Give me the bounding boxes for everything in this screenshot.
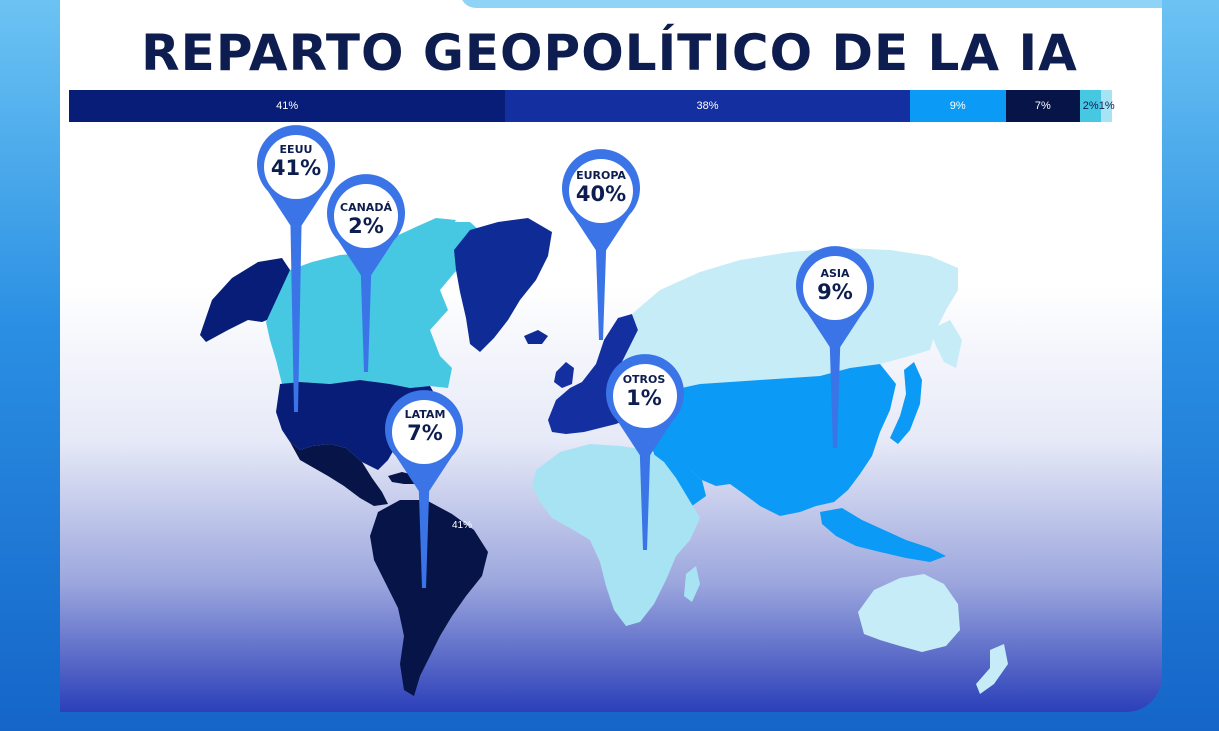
map-far-east (930, 320, 962, 368)
map-pin-eeuu (257, 125, 336, 412)
pin-inner-circle (613, 364, 677, 428)
pin-needle (639, 429, 651, 550)
page-title: REPARTO GEOPOLÍTICO DE LA IA (141, 24, 1078, 82)
pin-needle (290, 200, 302, 412)
stray-map-label: 41% (452, 520, 473, 531)
map-southeast-asia (820, 508, 946, 562)
pin-inner-circle (803, 256, 867, 320)
bar-segment-label: 41% (276, 100, 299, 112)
pin-value: 9% (817, 280, 853, 304)
pin-needle (829, 321, 841, 448)
pin-name: CANADÁ (340, 201, 392, 214)
bar-segment-6: 1% (1098, 90, 1115, 122)
bar-segment-label: 9% (949, 100, 966, 112)
pin-name: EUROPA (576, 169, 626, 182)
pin-label-latam: LATAM 7% (385, 408, 465, 446)
share-stacked-bar: 41% 38% 9% 7% 2% 1% (69, 90, 1115, 122)
map-pin-asia (795, 246, 874, 448)
pin-inner-circle (392, 400, 456, 464)
map-pin-canada (327, 174, 406, 372)
map-iceland (524, 330, 548, 344)
pin-label-europa: EUROPA 40% (561, 169, 641, 207)
map-africa (532, 444, 700, 626)
pin-name: OTROS (622, 373, 666, 386)
pin-needle (360, 249, 372, 372)
pin-label-otros: OTROS 1% (604, 373, 684, 411)
pin-value: 41% (270, 156, 322, 180)
map-new-zealand (976, 644, 1008, 694)
bar-segment-label: 38% (696, 100, 719, 112)
pin-name: EEUU (279, 143, 313, 156)
pin-value: 7% (407, 421, 443, 445)
map-alaska (200, 258, 290, 342)
bar-segment-label: 7% (1034, 100, 1051, 112)
pin-inner-circle (264, 135, 328, 199)
map-japan (890, 362, 922, 444)
map-greenland (454, 218, 552, 352)
map-arabia (652, 430, 706, 506)
map-uk (554, 362, 574, 388)
map-pin-latam (385, 390, 463, 588)
map-central-america (290, 442, 388, 506)
map-south-america (370, 500, 488, 696)
pin-label-canada: CANADÁ 2% (326, 201, 406, 239)
map-madagascar (684, 566, 700, 602)
pin-needle (418, 465, 430, 588)
pin-value: 2% (348, 214, 384, 238)
pin-label-asia: ASIA 9% (795, 267, 875, 305)
bar-segment-label: 2% (1082, 100, 1099, 112)
map-pin-europa (562, 149, 641, 340)
map-canada (266, 222, 490, 388)
pin-label-eeuu: EEUU 41% (256, 143, 336, 181)
pin-inner-circle (334, 184, 398, 248)
pin-inner-circle (569, 159, 633, 223)
pins-group (257, 125, 874, 588)
pin-name: ASIA (820, 267, 850, 280)
pin-value: 40% (575, 182, 627, 206)
bar-segment-3: 9% (909, 90, 1006, 122)
bar-segment-1: 41% (69, 90, 506, 122)
bar-segment-5: 2% (1080, 90, 1102, 122)
top-accent-strip (460, 0, 1162, 8)
bar-segment-4: 7% (1005, 90, 1081, 122)
map-australia (858, 574, 960, 652)
map-arctic-islands (380, 218, 456, 262)
pin-value: 1% (626, 386, 662, 410)
pin-name: LATAM (404, 408, 446, 421)
bar-segment-label: 1% (1098, 100, 1115, 112)
bar-segment-2: 38% (505, 90, 910, 122)
map-pin-otros (606, 354, 684, 550)
